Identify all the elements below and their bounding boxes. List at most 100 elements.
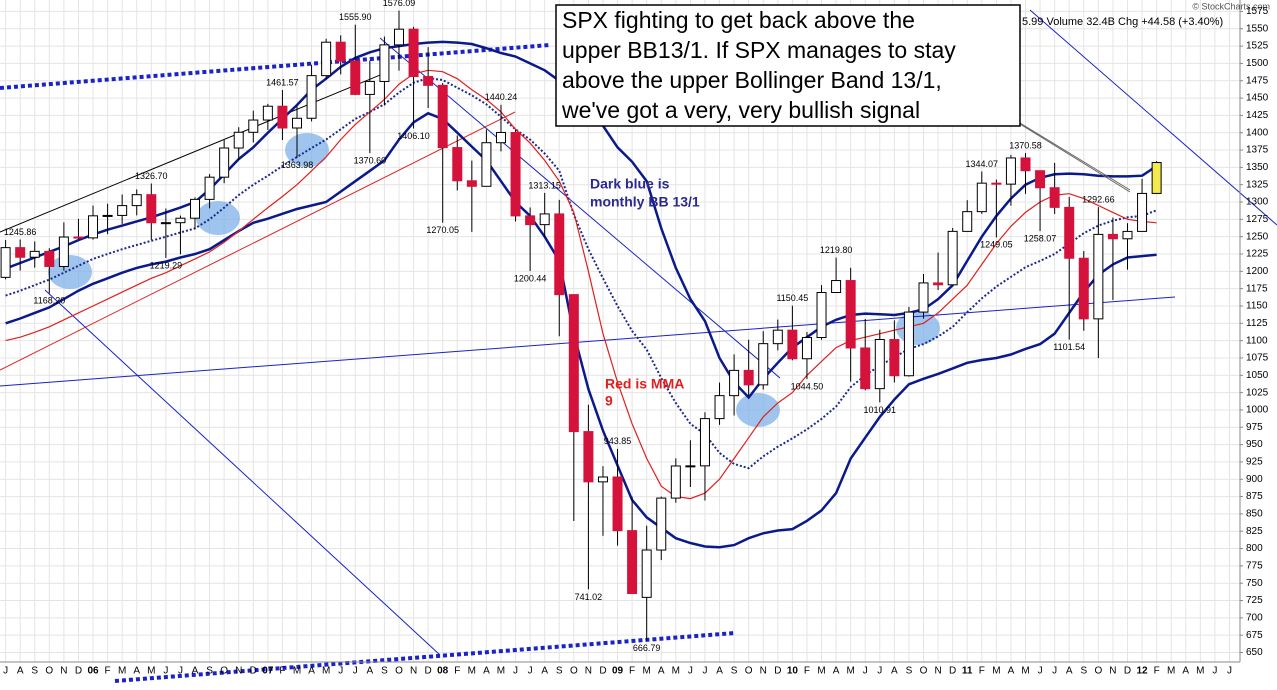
y-tick-label: 1575 (1246, 6, 1269, 17)
candle-body (277, 105, 288, 129)
data-label: 1258.07 (1024, 233, 1057, 243)
candle-body (1151, 162, 1162, 194)
x-tick-label: A (1182, 666, 1189, 677)
data-label: 1010.91 (864, 405, 897, 415)
x-tick-label: F (804, 666, 810, 677)
y-tick-label: 750 (1246, 578, 1263, 589)
x-tick-label: 10 (787, 666, 799, 677)
y-tick-label: 1525 (1246, 41, 1269, 52)
note: Red is MMA (605, 376, 684, 392)
candle-body (729, 369, 740, 397)
callout-box (555, 4, 1021, 127)
x-tick-label: S (906, 666, 913, 677)
x-tick-label: J (1227, 666, 1232, 677)
indicator-line (5, 69, 1157, 500)
x-tick-label: D (599, 666, 606, 677)
x-tick-label: A (133, 666, 140, 677)
candle-body (88, 215, 99, 239)
trend-line (0, 43, 551, 90)
candle-body (787, 329, 798, 360)
candle-body (393, 28, 404, 46)
x-tick-label: J (513, 666, 518, 677)
x-tick-label: A (833, 666, 840, 677)
x-tick-label: M (1196, 666, 1204, 677)
x-tick-label: 06 (87, 666, 99, 677)
y-tick-label: 1075 (1246, 353, 1269, 364)
x-tick-label: 11 (962, 666, 973, 677)
candle-body (947, 230, 958, 286)
y-tick-label: 1100 (1246, 335, 1268, 346)
candle-body (292, 117, 302, 129)
highlight (48, 255, 92, 289)
candle-body (801, 337, 812, 360)
x-tick-label: A (658, 666, 665, 677)
y-tick-label: 1400 (1246, 127, 1269, 138)
candle-body (860, 347, 871, 390)
candle-body (160, 222, 171, 225)
data-label: 1370.60 (354, 155, 387, 165)
candle-body (364, 80, 375, 95)
candle-body (889, 339, 900, 377)
candle-body (73, 236, 84, 239)
candle-body (699, 418, 710, 467)
highlight (736, 393, 780, 427)
x-tick-label: M (846, 666, 854, 677)
y-tick-label: 1475 (1246, 75, 1269, 86)
note: Dark blue is (590, 176, 670, 192)
candle-body (1049, 187, 1060, 208)
x-tick-label: O (1094, 666, 1102, 677)
x-tick-label: D (250, 666, 257, 677)
data-label: 1101.54 (1053, 342, 1085, 352)
data-label: 1363.98 (281, 160, 314, 170)
x-tick-label: O (395, 666, 403, 677)
x-tick-label: S (31, 666, 38, 677)
note: 9 (605, 393, 613, 409)
note: monthly BB 13/1 (590, 194, 700, 210)
indicator-line (5, 76, 1157, 470)
candle-body (568, 294, 579, 433)
candle-body (1093, 233, 1104, 320)
candle-body (248, 119, 259, 133)
candle-body (190, 198, 201, 219)
candle-body (423, 75, 434, 86)
x-tick-label: O (45, 666, 53, 677)
x-tick-label: J (1052, 666, 1057, 677)
candle-body (29, 250, 40, 258)
x-tick-label: F (979, 666, 985, 677)
x-tick-label: J (353, 666, 358, 677)
y-tick-label: 1350 (1246, 162, 1269, 173)
x-tick-label: J (178, 666, 183, 677)
x-tick-label: M (293, 666, 301, 677)
data-label: 1440.24 (485, 92, 518, 102)
data-label: 1270.05 (426, 225, 459, 235)
trend-line (1029, 9, 1277, 226)
x-tick-label: F (629, 666, 635, 677)
data-label: 1292.66 (1082, 194, 1115, 204)
data-label: 1555.90 (339, 12, 372, 22)
trend-line (0, 72, 386, 233)
x-tick-label: M (992, 666, 1000, 677)
candle-body (656, 497, 667, 551)
y-tick-label: 1425 (1246, 110, 1269, 121)
y-tick-label: 1025 (1246, 387, 1269, 398)
x-tick-label: F (1154, 666, 1160, 677)
x-tick-label: M (1167, 666, 1175, 677)
y-tick-label: 950 (1246, 439, 1263, 450)
data-label: 1326.70 (135, 171, 168, 181)
candle-body (627, 530, 638, 595)
candle-body (670, 465, 681, 499)
candle-body (991, 182, 1002, 185)
trend-line (114, 631, 736, 683)
data-label: 1150.45 (776, 293, 808, 303)
x-tick-label: M (497, 666, 505, 677)
data-label: 1044.50 (791, 381, 824, 391)
x-tick-label: O (920, 666, 928, 677)
candle-body (685, 465, 696, 468)
data-label: 943.85 (604, 436, 632, 446)
x-tick-label: S (556, 666, 563, 677)
x-tick-label: M (147, 666, 155, 677)
candle-body (102, 214, 113, 217)
candle-body (321, 41, 332, 77)
x-tick-label: N (235, 666, 242, 677)
y-tick-label: 825 (1246, 526, 1263, 537)
